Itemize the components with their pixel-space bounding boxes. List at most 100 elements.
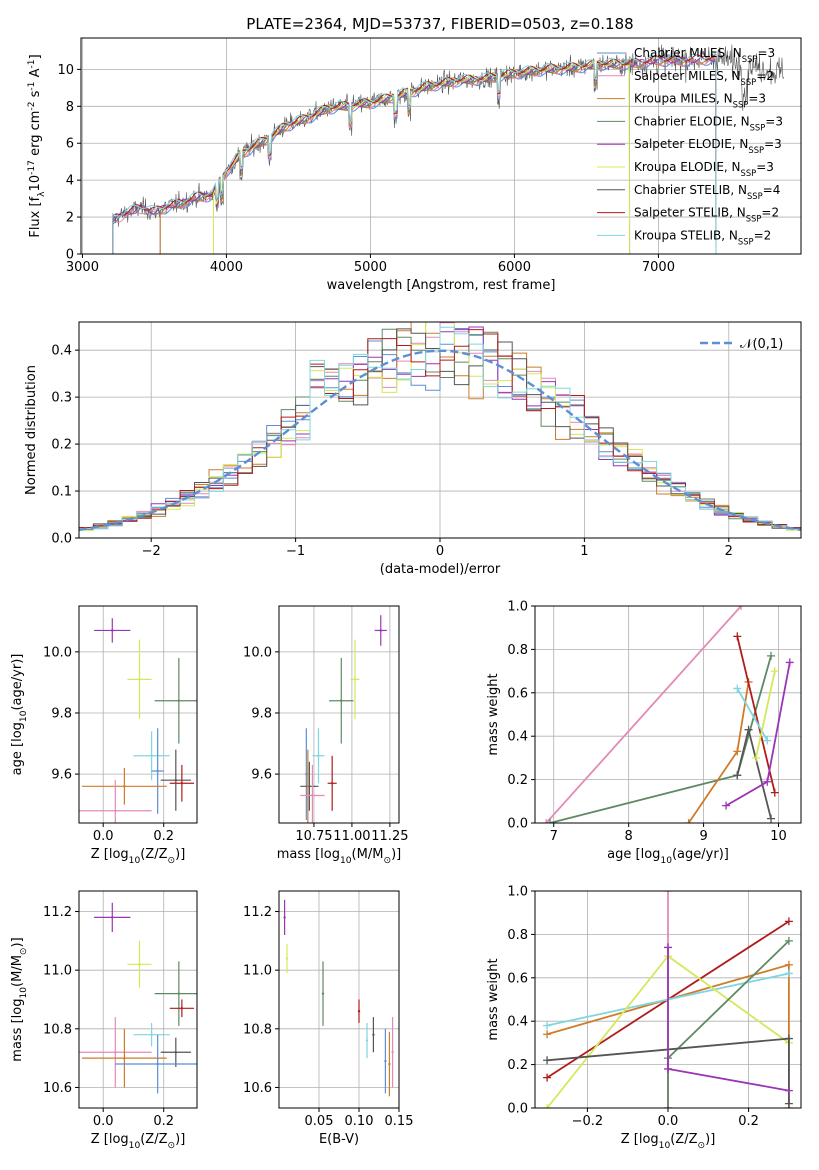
x-tick-label: 0.05 <box>305 1114 334 1129</box>
y-tick-label: 0.0 <box>507 817 528 832</box>
data-point <box>111 916 114 919</box>
x-tick-label: 7000 <box>642 260 675 275</box>
weight-marker <box>744 725 753 734</box>
weight-marker <box>722 801 731 810</box>
y-tick-label: 9.8 <box>251 706 272 721</box>
x-tick-label: 2 <box>725 544 733 559</box>
axes-frame <box>78 321 802 539</box>
x-axis-label: E(B-V) <box>319 1132 359 1147</box>
weight-line <box>667 940 790 1108</box>
panel-spectrum: 3000 4000 5000 6000 7000 0 2 4 6 8 10 wavelength [A… <box>27 37 802 293</box>
x-axis-label: wavelength [Angstrom, rest frame] <box>327 278 556 293</box>
y-tick-label: 11.2 <box>243 905 272 920</box>
weight-marker <box>767 651 776 660</box>
panel-age_vs_weight: 7 8 9 10 0.0 0.2 0.4 0.6 0.8 1.0 age [log10(age/yr… <box>486 600 802 866</box>
y-tick-label: 8 <box>66 100 74 115</box>
y-tick-label: 6 <box>66 137 74 152</box>
model-spectrum-line <box>112 53 717 254</box>
data-point <box>311 794 314 797</box>
x-tick-label: 0.0 <box>658 1114 679 1129</box>
x-tick-label: 5000 <box>354 260 387 275</box>
figure-title: PLATE=2364, MJD=53737, FIBERID=0503, z=0… <box>246 15 633 33</box>
weight-line <box>545 606 742 823</box>
y-tick-label: 10.0 <box>43 645 72 660</box>
weight-marker <box>664 891 672 895</box>
model-spectrum-line <box>213 59 631 254</box>
x-tick-label: 10 <box>770 829 787 844</box>
weight-line <box>725 662 791 807</box>
weight-marker <box>770 667 779 676</box>
data-point <box>114 1051 117 1054</box>
weight-marker <box>785 658 794 667</box>
model-spectrum-line <box>112 61 631 254</box>
data-point <box>123 1056 126 1060</box>
model-spectrum-line <box>159 58 717 254</box>
x-tick-label: 0.2 <box>153 1114 174 1129</box>
weight-marker <box>784 1099 793 1108</box>
y-tick-label: 1.0 <box>507 885 528 900</box>
weight-marker <box>784 936 793 945</box>
y-tick-label: 0.6 <box>507 971 528 986</box>
histogram-step-line <box>79 326 801 530</box>
x-tick-label: 1 <box>580 544 588 559</box>
data-point <box>340 699 343 702</box>
grid <box>279 891 400 1108</box>
panel-z_vs_age: 0.0 0.2 9.6 9.8 10.0 Z [log10(Z/Z⊙)] age [log1… <box>10 605 198 866</box>
data-point <box>156 1062 159 1066</box>
weight-line <box>755 670 776 759</box>
weight-marker <box>543 1021 552 1030</box>
x-tick-label: −2 <box>142 544 161 559</box>
model-spectrum-line <box>112 52 717 254</box>
panel-residuals: −2 −1 0 1 2 0.0 0.1 0.2 0.3 0.4 (data-model)/error… <box>24 321 802 577</box>
weight-marker <box>733 771 742 780</box>
x-tick-label: 0 <box>436 544 444 559</box>
y-tick-label: 9.6 <box>51 768 72 783</box>
weight-marker <box>542 819 551 823</box>
data-point <box>138 963 141 966</box>
y-tick-label: 10.6 <box>243 1081 272 1096</box>
weight-marker <box>733 684 742 693</box>
x-tick-label: 0.2 <box>738 1114 759 1129</box>
data-point <box>391 1051 394 1054</box>
plot-area <box>79 902 197 1094</box>
legend-label: Chabrier ELODIE, NSSP=3 <box>634 114 783 132</box>
legend-label: 𝒩(0,1) <box>740 337 783 352</box>
plot-area <box>283 899 394 1097</box>
weight-line <box>736 729 772 819</box>
y-axis-label: mass weight <box>486 673 501 755</box>
plot-area <box>542 606 794 823</box>
y-tick-label: 10.0 <box>243 645 272 660</box>
y-tick-label: 11.0 <box>243 964 272 979</box>
model-spectrum-line <box>112 55 717 254</box>
data-point <box>372 1033 375 1036</box>
y-tick-label: 10.8 <box>43 1022 72 1037</box>
x-tick-label: 6000 <box>498 260 531 275</box>
y-tick-label: 0.4 <box>507 1015 528 1030</box>
y-tick-label: 0.1 <box>51 485 72 500</box>
data-point <box>180 1007 184 1010</box>
panel-z_vs_weight: −0.2 0.0 0.2 0.0 0.2 0.4 0.6 0.8 1.0 Z [log10(Z/Z… <box>486 885 802 1151</box>
weight-marker <box>664 1104 672 1108</box>
y-tick-label: 0.4 <box>507 730 528 745</box>
weight-marker <box>543 1030 552 1039</box>
plot-area <box>79 322 801 531</box>
data-point <box>305 772 308 776</box>
x-tick-label: 0.0 <box>93 829 114 844</box>
x-axis-label: Z [log10(Z/Z⊙)] <box>91 847 186 866</box>
y-tick-label: 9.8 <box>51 706 72 721</box>
histogram-step-line <box>79 322 801 531</box>
y-tick-label: 0.4 <box>51 344 72 359</box>
y-tick-label: 0.2 <box>51 438 72 453</box>
legend-label: Salpeter ELODIE, NSSP=3 <box>634 137 782 155</box>
x-tick-label: 7 <box>550 829 558 844</box>
data-point <box>123 785 126 788</box>
y-tick-label: 1.0 <box>507 600 528 615</box>
weight-marker <box>543 1073 552 1082</box>
weight-marker <box>737 606 746 610</box>
data-point <box>156 769 159 773</box>
x-tick-label: −0.2 <box>572 1114 604 1129</box>
axes-frame <box>534 605 802 824</box>
data-point <box>150 1033 153 1036</box>
x-tick-label: 4000 <box>210 260 243 275</box>
